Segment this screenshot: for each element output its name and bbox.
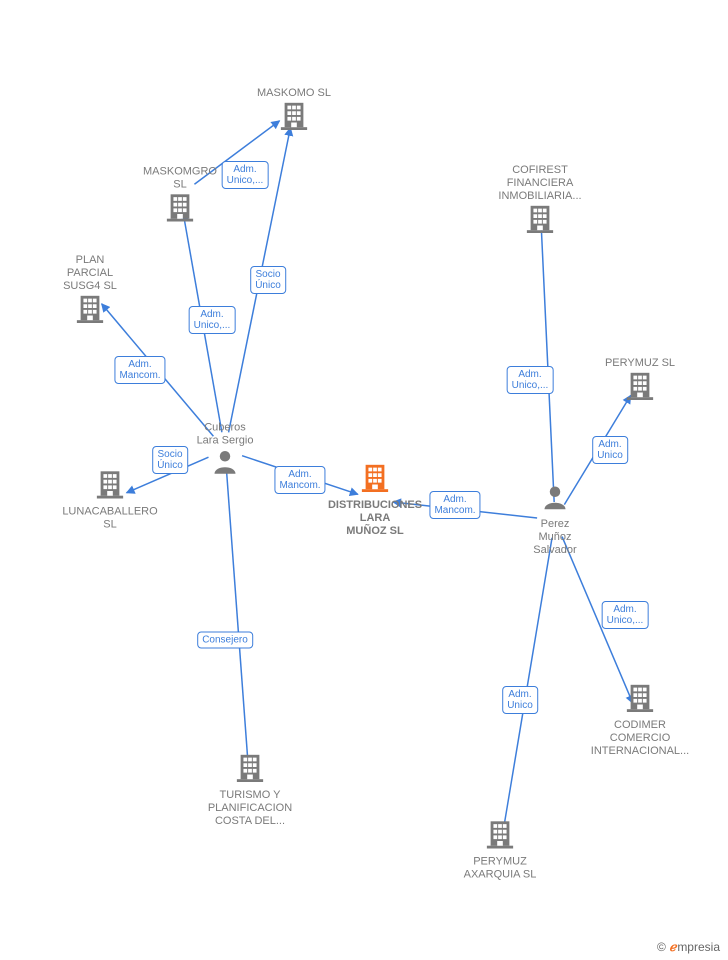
edge-label: Adm.Unico,... — [507, 366, 554, 394]
copyright-symbol: © — [657, 940, 666, 954]
person-icon — [211, 448, 239, 481]
building-icon — [95, 469, 125, 504]
edge-label: Adm.Unico — [502, 686, 538, 714]
node-label: TURISMO YPLANIFICACIONCOSTA DEL... — [190, 787, 310, 828]
node-codimer[interactable]: CODIMERCOMERCIOINTERNACIONAL... — [575, 682, 705, 758]
node-perymuzax[interactable]: PERYMUZAXARQUIA SL — [445, 819, 555, 882]
edge-label: Consejero — [197, 632, 253, 649]
node-cofirest[interactable]: COFIRESTFINANCIERAINMOBILIARIA... — [480, 162, 600, 238]
node-label: CuberosLara Sergio — [180, 420, 270, 448]
node-label: MASKOMO SL — [239, 85, 349, 100]
node-label: PERYMUZAXARQUIA SL — [445, 854, 555, 882]
edge-label: Adm.Mancom. — [429, 491, 480, 519]
node-turismo[interactable]: TURISMO YPLANIFICACIONCOSTA DEL... — [190, 752, 310, 828]
node-label: COFIRESTFINANCIERAINMOBILIARIA... — [480, 162, 600, 203]
node-label: MASKOMGROSL — [135, 164, 225, 192]
person-icon — [541, 483, 569, 516]
edge-perez-perymuzax — [503, 538, 552, 832]
node-cuberos[interactable]: CuberosLara Sergio — [180, 420, 270, 481]
edge-label: Adm.Unico,... — [189, 306, 236, 334]
edge-perez-cofirest — [541, 218, 554, 502]
edge-label: SocioÚnico — [250, 266, 286, 294]
building-icon — [235, 752, 265, 787]
node-maskomgro[interactable]: MASKOMGROSL — [135, 164, 225, 227]
building-icon — [360, 462, 390, 497]
node-distrib[interactable]: DISTRIBUCIONESLARAMUÑOZ SL — [315, 462, 435, 538]
edge-label: Adm.Unico,... — [222, 161, 269, 189]
building-icon — [485, 819, 515, 854]
building-icon — [165, 192, 195, 227]
node-perymuz[interactable]: PERYMUZ SL — [595, 355, 685, 405]
copyright: © ℯmpresia — [657, 940, 720, 954]
node-label: DISTRIBUCIONESLARAMUÑOZ SL — [315, 497, 435, 538]
node-label: PerezMuñozSalvador — [515, 516, 595, 557]
edge-label: Adm.Mancom. — [114, 356, 165, 384]
copyright-rest: mpresia — [677, 940, 720, 954]
node-label: PERYMUZ SL — [595, 355, 685, 370]
building-icon — [525, 203, 555, 238]
building-icon — [625, 370, 655, 405]
node-label: PLANPARCIALSUSG4 SL — [50, 252, 130, 293]
edge-label: SocioÚnico — [152, 446, 188, 474]
node-maskomo[interactable]: MASKOMO SL — [239, 85, 349, 135]
node-luna[interactable]: LUNACABALLEROSL — [50, 469, 170, 532]
node-plan[interactable]: PLANPARCIALSUSG4 SL — [50, 252, 130, 328]
edge-label: Adm.Mancom. — [274, 466, 325, 494]
edge-label: Adm.Unico,... — [602, 601, 649, 629]
node-label: LUNACABALLEROSL — [50, 504, 170, 532]
edge-cuberos-turismo — [226, 468, 248, 772]
node-perez[interactable]: PerezMuñozSalvador — [515, 483, 595, 557]
edge-label: Adm.Unico — [592, 436, 628, 464]
building-icon — [625, 682, 655, 717]
building-icon — [279, 100, 309, 135]
node-label: CODIMERCOMERCIOINTERNACIONAL... — [575, 717, 705, 758]
building-icon — [75, 293, 105, 328]
